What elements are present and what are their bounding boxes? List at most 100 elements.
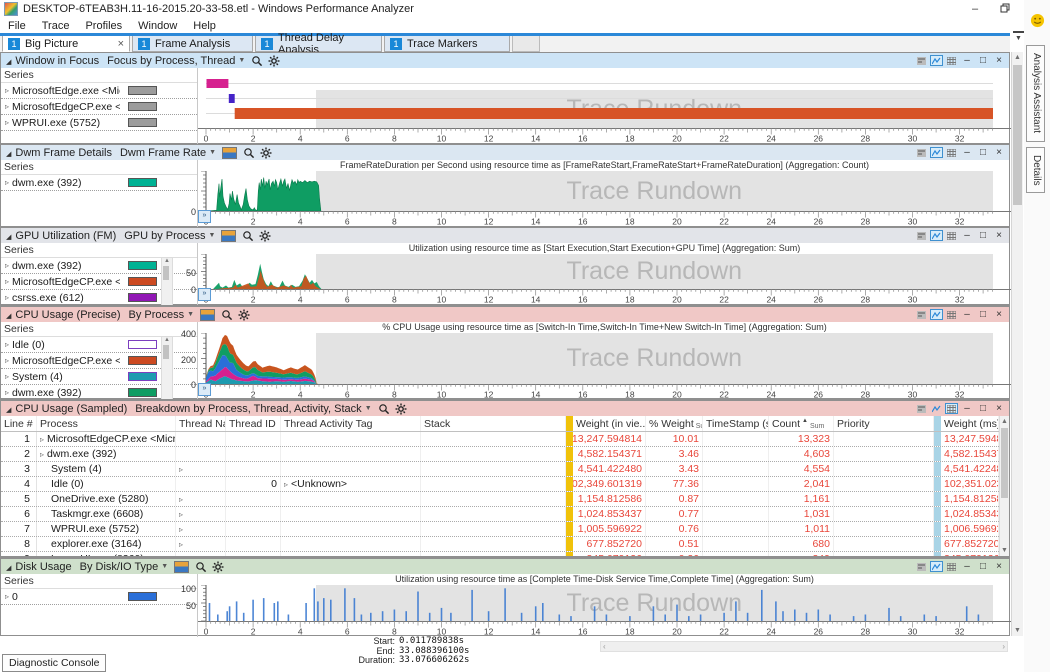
scroll-up-icon[interactable]: ▲ xyxy=(1001,418,1008,425)
column-header--weight[interactable]: % WeightSum xyxy=(646,416,703,431)
panel-minimize-icon[interactable]: – xyxy=(964,55,970,66)
panel-maximize-icon[interactable]: □ xyxy=(979,403,987,414)
expander-icon[interactable]: ▹ xyxy=(179,539,184,549)
collapse-expander-icon[interactable] xyxy=(4,309,15,321)
scrollbar-thumb[interactable] xyxy=(1001,428,1008,498)
legend-row[interactable]: ▹MicrosoftEdgeCP.exe <Mi... xyxy=(1,99,197,115)
toggle-graph-view-icon[interactable] xyxy=(930,55,943,66)
menu-item-file[interactable]: File xyxy=(8,19,26,32)
column-header-timestamp-s-[interactable]: TimeStamp (s) xyxy=(703,416,769,431)
toggle-flame-view-icon[interactable] xyxy=(915,55,928,66)
scroll-left-icon[interactable]: ‹ xyxy=(603,642,606,651)
column-header-weight-ms-[interactable]: Weight (ms)S... xyxy=(941,416,999,431)
panel-minimize-icon[interactable]: – xyxy=(964,230,970,241)
toggle-flame-view-icon[interactable] xyxy=(915,309,928,320)
gear-icon[interactable] xyxy=(260,147,272,159)
main-vertical-scrollbar[interactable]: ▲ ▼ xyxy=(1011,52,1023,636)
table-row[interactable]: 7 WPRUI.exe (5752) ▹ 1,005.596922 0.76 1,011 1… xyxy=(1,522,999,537)
gear-icon[interactable] xyxy=(259,230,271,242)
panel-minimize-icon[interactable]: – xyxy=(964,403,970,414)
tab-trace-markers[interactable]: 1 Trace Markers xyxy=(384,36,510,52)
chart-type-image-icon[interactable] xyxy=(174,560,190,573)
toggle-table-view-icon[interactable] xyxy=(945,55,958,66)
menu-item-profiles[interactable]: Profiles xyxy=(85,19,123,32)
scroll-down-icon[interactable]: ▼ xyxy=(1014,627,1021,634)
view-selector[interactable]: By Disk/IO Type xyxy=(79,560,159,573)
collapse-expander-icon[interactable] xyxy=(4,147,15,159)
table-vertical-scrollbar[interactable]: ▲ ▼ xyxy=(999,416,1009,556)
search-icon[interactable] xyxy=(243,147,255,159)
search-icon[interactable] xyxy=(242,230,254,242)
chart-plot[interactable]: Trace Rundown 50 0 xyxy=(186,254,1011,295)
expander-icon[interactable]: ▹ xyxy=(40,434,45,444)
panel-minimize-icon[interactable]: – xyxy=(964,147,970,158)
toggle-graph-view-icon[interactable] xyxy=(930,230,943,241)
legend-row[interactable]: ▹ System (4) xyxy=(1,369,197,385)
table-row[interactable]: 2 ▹ dwm.exe (392) 4,582.154371 3.46 4,603 4,58… xyxy=(1,447,999,462)
panel-close-icon[interactable]: × xyxy=(996,403,1002,414)
toggle-graph-view-icon[interactable] xyxy=(930,403,943,414)
expander-icon[interactable]: ▹ xyxy=(5,293,10,302)
column-header-weight-in-vie-[interactable]: Weight (in vie...S... xyxy=(573,416,646,431)
tab-close-icon[interactable]: × xyxy=(117,37,124,50)
chart-plot[interactable]: Trace Rundown 100 50 xyxy=(181,584,1011,621)
minimize-icon[interactable]: – xyxy=(971,3,979,15)
toggle-graph-view-icon[interactable] xyxy=(930,309,943,320)
menu-item-help[interactable]: Help xyxy=(193,19,216,32)
chart-plot[interactable]: Trace Rundown xyxy=(198,68,1011,128)
expander-icon[interactable]: ▹ xyxy=(5,86,10,95)
menu-item-window[interactable]: Window xyxy=(138,19,178,32)
column-header-thread-na-[interactable]: Thread Na... xyxy=(176,416,226,431)
feedback-smiley-icon[interactable] xyxy=(1030,13,1045,28)
zoom-restore-button[interactable]: » xyxy=(198,288,211,301)
view-selector[interactable]: Breakdown by Process, Thread, Activity, … xyxy=(135,402,362,415)
toggle-table-view-icon[interactable] xyxy=(945,147,958,158)
diagnostic-console-button[interactable]: Diagnostic Console xyxy=(2,654,107,672)
panel-maximize-icon[interactable]: □ xyxy=(979,55,987,66)
scroll-up-icon[interactable]: ▲ xyxy=(1014,54,1021,61)
view-selector[interactable]: Dwm Frame Rate xyxy=(119,146,207,159)
collapse-expander-icon[interactable] xyxy=(4,561,15,573)
scrollbar-thumb[interactable] xyxy=(1013,65,1022,205)
expander-icon[interactable]: ▹ xyxy=(179,464,184,474)
legend-row[interactable]: ▹ dwm.exe (392) xyxy=(1,258,197,274)
toggle-table-view-icon[interactable] xyxy=(945,230,958,241)
search-icon[interactable] xyxy=(378,403,390,415)
expander-icon[interactable]: ▹ xyxy=(5,178,10,187)
collapse-expander-icon[interactable] xyxy=(4,55,15,67)
panel-close-icon[interactable]: × xyxy=(996,309,1002,320)
legend-row[interactable]: ▹MicrosoftEdge.exe <Micro... xyxy=(1,83,197,99)
table-row[interactable]: 3 System (4) ▹ 4,541.422480 3.43 4,554 4,541.4… xyxy=(1,462,999,477)
legend-row[interactable]: ▹ Idle (0) xyxy=(1,337,197,353)
menu-item-trace[interactable]: Trace xyxy=(41,19,70,32)
expander-icon[interactable]: ▹ xyxy=(5,261,10,270)
column-header-stack[interactable]: Stack xyxy=(421,416,566,431)
chart-plot[interactable]: Trace Rundown 400 200 0 xyxy=(181,329,1011,390)
toggle-flame-view-icon[interactable] xyxy=(915,403,928,414)
panel-close-icon[interactable]: × xyxy=(996,230,1002,241)
expander-icon[interactable]: ▹ xyxy=(179,555,183,557)
view-selector[interactable]: GPU by Process xyxy=(124,229,206,242)
expander-icon[interactable]: ▹ xyxy=(5,102,10,111)
chart-plot[interactable]: Trace Rundown 0 xyxy=(191,171,1011,217)
panel-close-icon[interactable]: × xyxy=(996,55,1002,66)
expander-icon[interactable]: ▹ xyxy=(5,592,10,601)
toggle-flame-view-icon[interactable] xyxy=(915,230,928,241)
panel-minimize-icon[interactable]: – xyxy=(964,309,970,320)
scroll-right-icon[interactable]: › xyxy=(1002,642,1005,651)
tab-thread-delay-analysis[interactable]: 1 Thread Delay Analysis xyxy=(255,32,382,56)
column-header-process[interactable]: Process xyxy=(37,416,176,431)
chart-type-image-icon[interactable] xyxy=(221,229,237,242)
expander-icon[interactable]: ▹ xyxy=(5,372,10,381)
column-header-line-[interactable]: Line # xyxy=(1,416,37,431)
gear-icon[interactable] xyxy=(238,309,250,321)
gear-icon[interactable] xyxy=(212,561,224,573)
collapse-expander-icon[interactable] xyxy=(4,403,15,415)
chart-type-image-icon[interactable] xyxy=(200,308,216,321)
zoom-restore-button[interactable]: » xyxy=(198,210,211,223)
zoom-restore-button[interactable]: » xyxy=(198,383,211,396)
panel-maximize-icon[interactable]: □ xyxy=(979,230,987,241)
column-header-thread-id[interactable]: Thread ID xyxy=(226,416,281,431)
table-row[interactable]: 4 Idle (0) 0 ▹ <Unknown> 102,349.601319 77.36 2… xyxy=(1,477,999,492)
toggle-table-view-icon[interactable] xyxy=(945,403,958,414)
